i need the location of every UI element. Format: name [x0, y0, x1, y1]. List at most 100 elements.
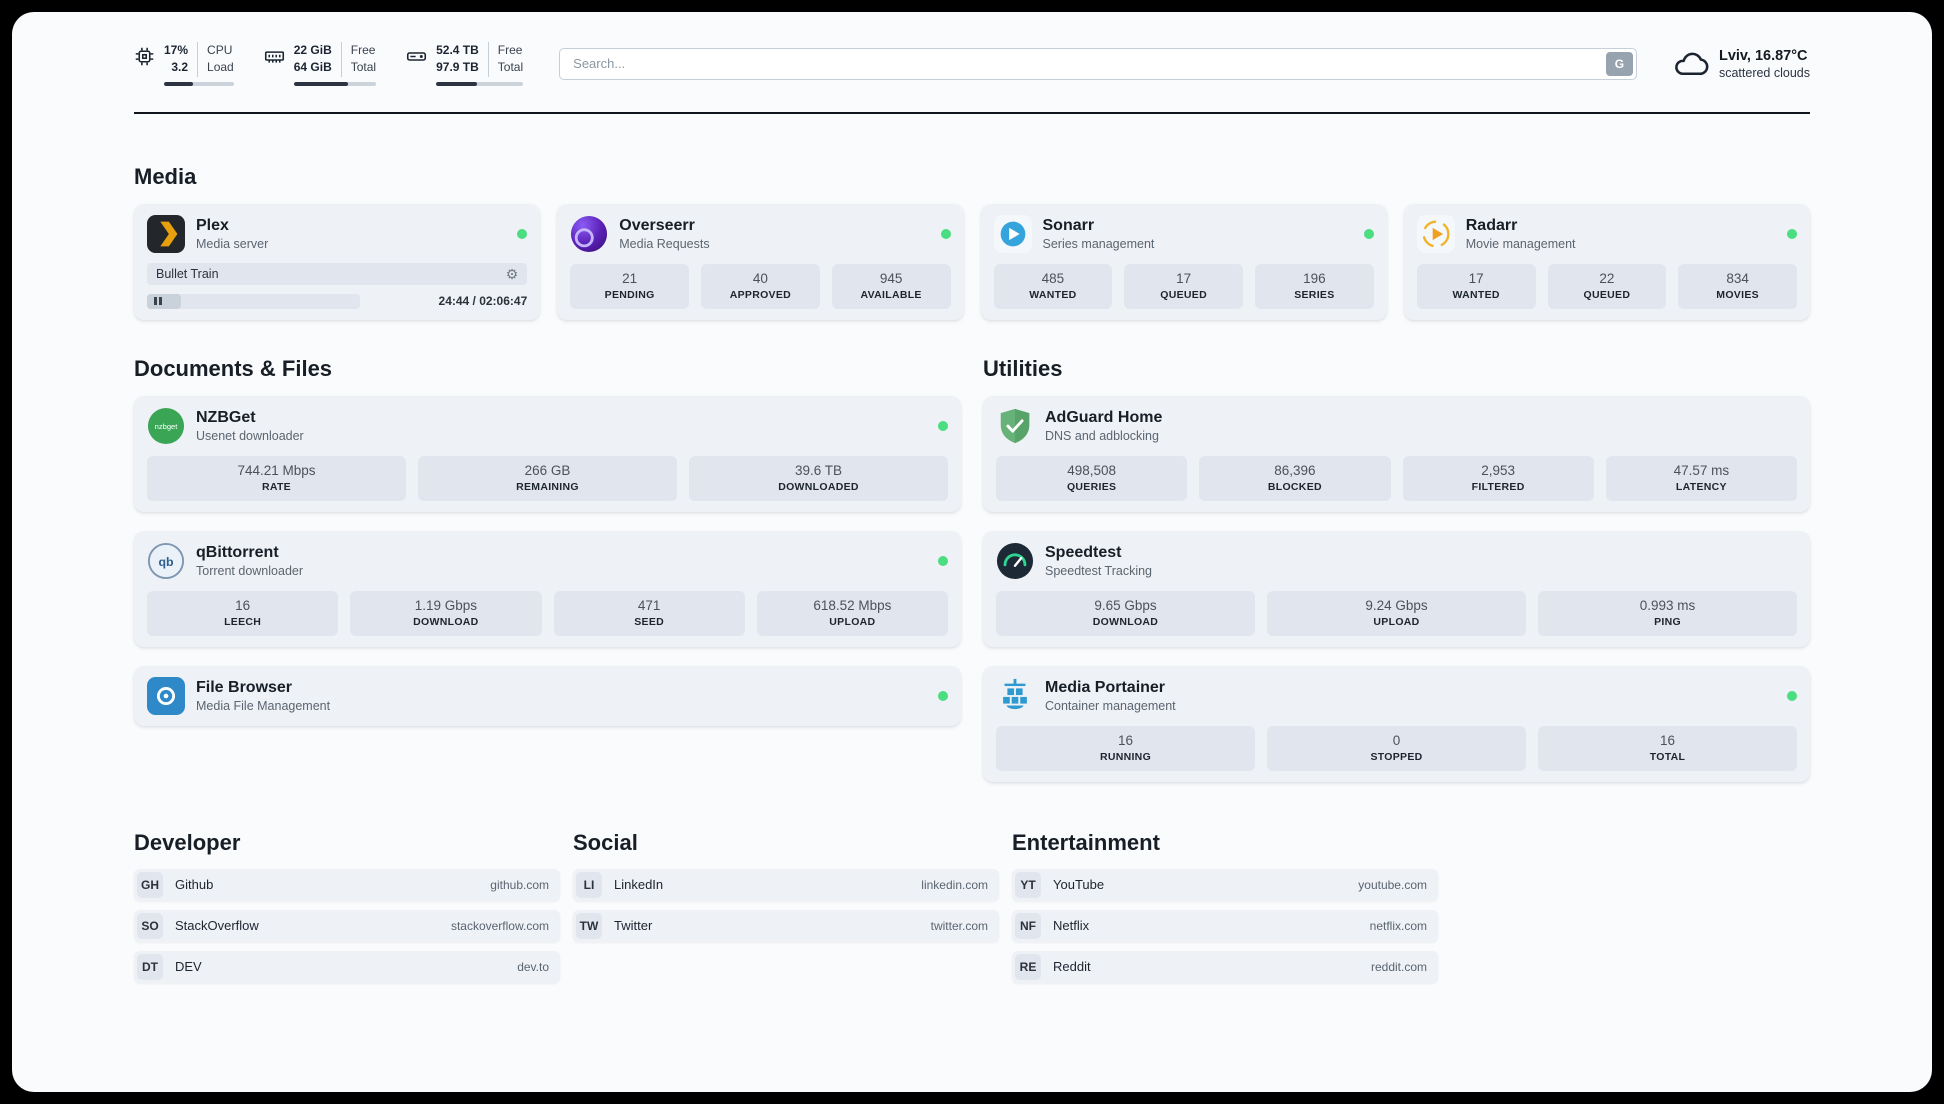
weather-widget[interactable]: Lviv, 16.87°C scattered clouds: [1673, 46, 1810, 82]
section-media: Media Plex Media server Bullet Train ⚙: [134, 164, 1810, 320]
app-subtitle: Media Requests: [619, 236, 710, 251]
cpu-label: CPU: [207, 43, 233, 57]
disk-free-value: 52.4 TB: [436, 43, 479, 57]
gear-icon[interactable]: ⚙: [505, 265, 519, 282]
player-controls: 24:44 / 02:06:47: [147, 293, 527, 309]
documents-stack: nzbget NZBGet Usenet downloader 744.21 M…: [134, 395, 961, 726]
bookmark-url: github.com: [490, 877, 549, 892]
app-card-portainer[interactable]: Media Portainer Container management 16 R…: [983, 665, 1810, 782]
app-subtitle: Speedtest Tracking: [1045, 563, 1153, 578]
app-subtitle: Movie management: [1465, 236, 1576, 251]
stat-tile: 40 APPROVED: [701, 263, 820, 309]
stat-value: 16: [235, 597, 251, 613]
app-card-plex[interactable]: Plex Media server Bullet Train ⚙ 24:44 /…: [134, 203, 541, 320]
disk-free-label: Free: [497, 43, 523, 57]
app-name: Radarr: [1465, 216, 1518, 234]
status-dot: [517, 228, 528, 239]
stat-tile: 9.65 Gbps DOWNLOAD: [996, 590, 1255, 636]
stats-row: 744.21 Mbps RATE 266 GB REMAINING 39.6 TB D…: [147, 455, 948, 501]
app-card-sonarr[interactable]: Sonarr Series management 485 WANTED 17 QUE…: [980, 203, 1387, 320]
now-playing-bar: Bullet Train ⚙: [147, 262, 528, 285]
app-card-adguard[interactable]: AdGuard Home DNS and adblocking 498,508 Q…: [983, 395, 1810, 512]
memory-progress-bar: [293, 81, 377, 86]
cpu-percent: 17%: [164, 43, 189, 57]
stat-label: SERIES: [1294, 288, 1335, 301]
bookmark-reddit[interactable]: RE Reddit reddit.com: [1012, 950, 1438, 983]
section-title-entertainment: Entertainment: [1012, 829, 1160, 855]
section-social: Social LI LinkedIn linkedin.com TW Twitt…: [573, 830, 999, 983]
stat-label: SEED: [634, 615, 665, 628]
app-card-qbittorrent[interactable]: qb qBittorrent Torrent downloader 16 LEEC…: [134, 530, 961, 647]
stat-tile: 21 PENDING: [570, 263, 689, 309]
stat-tile: 47.57 ms LATENCY: [1605, 455, 1797, 501]
memory-stat: 22 GiB 64 GiB Free Total: [264, 42, 377, 86]
bookmark-stackoverflow[interactable]: SO StackOverflow stackoverflow.com: [134, 909, 560, 942]
bookmark-url: reddit.com: [1370, 959, 1427, 974]
stat-tile: 17 QUEUED: [1124, 263, 1243, 309]
plex-icon: [147, 214, 185, 253]
stat-tile: 16 LEECH: [147, 590, 339, 636]
app-subtitle: Torrent downloader: [196, 563, 304, 578]
media-grid: Plex Media server Bullet Train ⚙ 24:44 /…: [134, 203, 1810, 320]
stat-value: 22: [1599, 270, 1615, 286]
stats-row: 498,508 QUERIES 86,396 BLOCKED 2,953 FILTER…: [996, 455, 1797, 501]
stat-tile: 744.21 Mbps RATE: [147, 455, 406, 501]
cpu-progress-bar: [164, 81, 234, 86]
app-card-speedtest[interactable]: Speedtest Speedtest Tracking 9.65 Gbps DO…: [983, 530, 1810, 647]
search-input[interactable]: [559, 47, 1637, 80]
bookmark-url: youtube.com: [1358, 877, 1427, 892]
bookmark-name: LinkedIn: [614, 877, 664, 893]
card-header: Speedtest Speedtest Tracking: [996, 542, 1797, 580]
utilities-stack: AdGuard Home DNS and adblocking 498,508 Q…: [983, 395, 1810, 782]
bookmark-dev[interactable]: DT DEV dev.to: [134, 950, 560, 983]
stat-tile: 16 TOTAL: [1538, 725, 1797, 771]
stats-row: 9.65 Gbps DOWNLOAD 9.24 Gbps UPLOAD 0.993 …: [996, 590, 1797, 636]
bookmark-name: Reddit: [1053, 959, 1091, 975]
app-card-nzbget[interactable]: nzbget NZBGet Usenet downloader 744.21 M…: [134, 395, 961, 512]
qbittorrent-icon: qb: [147, 542, 185, 580]
stat-tile: 471 SEED: [553, 590, 745, 636]
svg-text:nzbget: nzbget: [155, 422, 179, 431]
bookmark-linkedin[interactable]: LI LinkedIn linkedin.com: [573, 868, 999, 901]
section-developer: Developer GH Github github.com SO StackO…: [134, 830, 560, 983]
app-card-radarr[interactable]: Radarr Movie management 17 WANTED 22 QUEUE…: [1403, 203, 1810, 320]
status-dot: [1787, 228, 1797, 239]
cloud-icon: [1673, 46, 1709, 82]
stat-value: 17: [1468, 270, 1484, 286]
stat-value: 21: [622, 270, 638, 286]
card-header: Sonarr Series management: [993, 214, 1374, 253]
stat-value: 266 GB: [524, 462, 571, 478]
speedtest-icon: [996, 542, 1034, 580]
stat-label: RUNNING: [1099, 750, 1152, 763]
stat-label: TOTAL: [1649, 750, 1686, 763]
status-dot: [1363, 228, 1374, 239]
seek-bar[interactable]: [147, 293, 360, 309]
app-card-overseerr[interactable]: Overseerr Media Requests 21 PENDING 40 APP…: [557, 203, 964, 320]
pause-icon[interactable]: [154, 297, 162, 306]
bookmark-youtube[interactable]: YT YouTube youtube.com: [1012, 868, 1438, 901]
card-header: Media Portainer Container management: [996, 677, 1797, 715]
app-name: NZBGet: [196, 408, 256, 426]
bookmark-list: YT YouTube youtube.com NF Netflix netfli…: [1012, 868, 1438, 983]
stat-label: REMAINING: [516, 480, 579, 493]
app-subtitle: Usenet downloader: [196, 428, 304, 443]
bookmark-list: GH Github github.com SO StackOverflow st…: [134, 868, 560, 983]
app-name: AdGuard Home: [1045, 408, 1163, 426]
card-header: Overseerr Media Requests: [570, 215, 951, 253]
stat-label: QUEUED: [1583, 288, 1631, 301]
stat-label: WANTED: [1029, 288, 1077, 301]
stat-value: 744.21 Mbps: [237, 462, 316, 478]
card-header: AdGuard Home DNS and adblocking: [996, 407, 1797, 445]
search-engine-button[interactable]: G: [1605, 51, 1633, 76]
bookmark-name: Github: [175, 877, 214, 893]
radarr-icon: [1416, 214, 1455, 253]
bookmark-netflix[interactable]: NF Netflix netflix.com: [1012, 909, 1438, 942]
stat-tile: 945 AVAILABLE: [831, 263, 951, 309]
app-card-filebrowser[interactable]: File Browser Media File Management: [134, 665, 961, 726]
stat-label: QUERIES: [1066, 480, 1117, 493]
bookmark-github[interactable]: GH Github github.com: [134, 868, 560, 901]
card-header: Radarr Movie management: [1416, 214, 1797, 253]
bookmark-twitter[interactable]: TW Twitter twitter.com: [573, 909, 999, 942]
search-bar: G: [559, 47, 1637, 80]
track-title: Bullet Train: [156, 266, 219, 281]
